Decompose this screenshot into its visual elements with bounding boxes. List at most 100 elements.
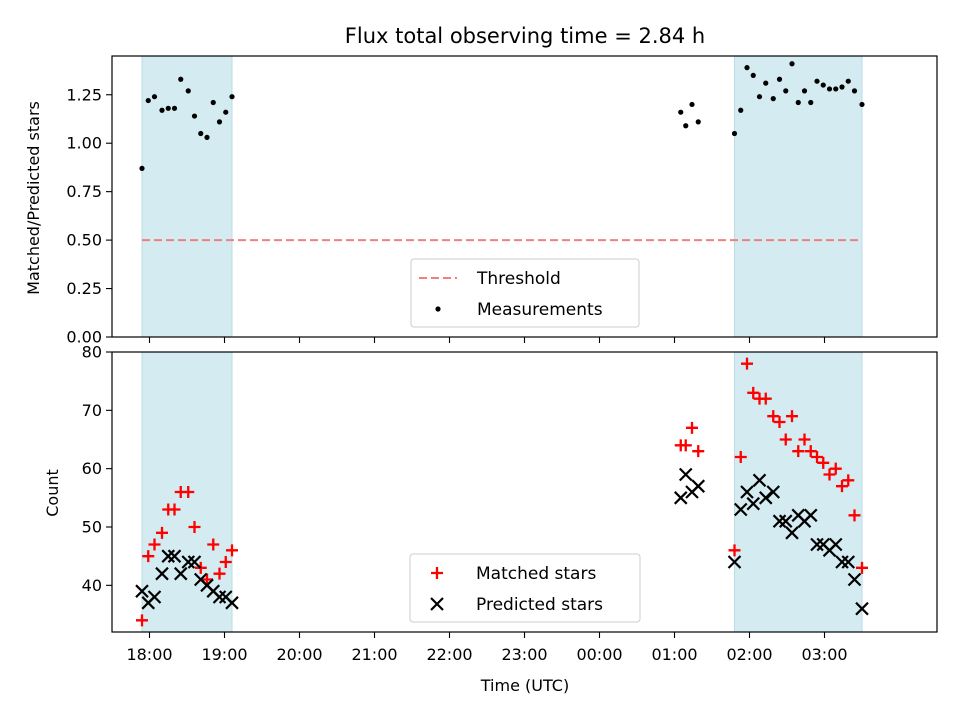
- point-0-0-28: [789, 61, 795, 67]
- legend-label-1-0: Matched stars: [476, 564, 596, 584]
- y-tick-label-0-1.00: 1.00: [66, 134, 102, 153]
- x-tick-label-00:00: 00:00: [576, 645, 622, 664]
- point-1-1-36: [835, 555, 849, 569]
- point-1-1-39: [855, 601, 869, 616]
- point-0-0-2: [151, 94, 158, 100]
- point-1-1-15: [673, 491, 688, 505]
- point-0-0-6: [178, 76, 184, 82]
- point-1-1-31: [803, 508, 818, 523]
- x-tick-label-02:00: 02:00: [726, 645, 772, 664]
- point-0-0-38: [851, 88, 858, 94]
- legend-marker-1-0: [431, 567, 443, 579]
- point-1-0-35: [829, 462, 842, 475]
- point-1-1-37: [841, 555, 856, 569]
- point-1-1-27: [778, 514, 793, 528]
- point-1-0-27: [779, 433, 792, 446]
- point-1-0-1: [142, 550, 155, 563]
- x-tick-label-20:00: 20:00: [276, 645, 322, 664]
- point-0-0-1: [145, 97, 151, 104]
- point-0-0-18: [695, 119, 701, 125]
- point-0-0-34: [826, 86, 833, 92]
- point-1-0-9: [194, 561, 207, 574]
- point-0-0-20: [738, 107, 744, 113]
- point-1-1-21: [740, 485, 754, 499]
- y-tick-label-1-50: 50: [82, 518, 102, 537]
- series-0-0: [139, 61, 865, 171]
- point-1-0-33: [817, 456, 830, 469]
- point-1-1-20: [733, 502, 748, 517]
- y-tick-label-1-40: 40: [82, 576, 102, 595]
- point-1-0-36: [836, 480, 848, 493]
- x-tick-label-18:00: 18:00: [126, 645, 172, 664]
- y-tick-label-0-0.50: 0.50: [66, 231, 102, 250]
- point-1-0-26: [773, 416, 786, 428]
- point-0-0-8: [191, 113, 198, 119]
- point-1-1-4: [161, 549, 176, 563]
- x-axis-label: Time (UTC): [480, 676, 569, 695]
- point-0-0-19: [731, 130, 738, 137]
- point-1-1-16: [678, 467, 693, 482]
- y-tick-label-1-70: 70: [82, 401, 102, 420]
- series-1-0: [136, 357, 868, 627]
- legend-label-1-1: Predicted stars: [476, 595, 603, 615]
- y-axis-label-top: Matched/Predicted stars: [24, 101, 43, 295]
- point-1-0-31: [804, 445, 817, 458]
- point-1-1-19: [727, 555, 742, 569]
- point-1-0-16: [679, 439, 692, 452]
- legend-0: Threshold Measurements: [410, 258, 640, 328]
- point-1-0-29: [792, 445, 805, 458]
- point-0-0-16: [683, 123, 689, 129]
- point-1-1-5: [167, 549, 182, 563]
- point-0-0-27: [783, 88, 789, 94]
- chart-title: Flux total observing time = 2.84 h: [345, 24, 705, 48]
- point-1-1-22: [746, 496, 761, 511]
- point-1-0-34: [823, 468, 836, 481]
- point-0-0-4: [165, 105, 171, 111]
- point-1-1-32: [810, 537, 824, 552]
- point-0-0-23: [756, 94, 763, 100]
- y-tick-label-0-0.25: 0.25: [66, 279, 102, 298]
- y-tick-label-1-80: 80: [82, 343, 102, 362]
- point-1-1-23: [752, 473, 767, 488]
- y-tick-label-0-0.75: 0.75: [66, 182, 102, 201]
- series-1-1: [135, 467, 869, 616]
- point-0-0-9: [198, 130, 204, 137]
- point-0-0-7: [185, 88, 191, 94]
- point-1-1-38: [847, 572, 862, 587]
- legend-box-1: [409, 553, 641, 623]
- point-1-1-2: [147, 590, 162, 604]
- point-0-0-0: [139, 165, 145, 171]
- legend-label-0-0: Threshold: [476, 269, 561, 289]
- legend-label-0-1: Measurements: [477, 300, 603, 320]
- point-0-0-31: [808, 99, 814, 106]
- point-1-0-19: [728, 544, 741, 557]
- point-0-0-10: [204, 134, 210, 140]
- point-1-0-14: [226, 544, 238, 557]
- point-0-0-26: [776, 76, 783, 82]
- point-1-0-10: [201, 573, 213, 586]
- point-0-0-36: [839, 84, 845, 90]
- point-0-0-3: [159, 107, 165, 113]
- point-0-0-12: [216, 119, 223, 125]
- x-tick-label-23:00: 23:00: [501, 645, 547, 664]
- point-1-0-5: [168, 503, 181, 516]
- point-1-1-8: [187, 555, 202, 569]
- point-1-1-12: [212, 590, 227, 604]
- point-1-1-25: [766, 485, 781, 499]
- x-tick-label-22:00: 22:00: [426, 645, 472, 664]
- point-1-0-38: [848, 509, 861, 522]
- legend-marker-0-1: [435, 306, 441, 312]
- point-0-0-25: [770, 96, 776, 102]
- point-1-0-3: [156, 526, 168, 539]
- shaded-interval-0-0: [141, 55, 233, 338]
- point-1-0-22: [747, 386, 760, 399]
- plot-area: 0.00 0.25 0.50 0.75 1.00 1.25 Threshold Measure…: [66, 55, 938, 664]
- point-1-1-35: [828, 537, 843, 552]
- shaded-interval-0-1: [734, 55, 863, 338]
- point-1-0-0: [136, 614, 148, 627]
- point-1-0-7: [182, 486, 195, 498]
- legend-1: Matched stars Predicted stars: [409, 553, 641, 623]
- point-0-0-33: [820, 82, 826, 88]
- point-0-0-29: [795, 99, 801, 106]
